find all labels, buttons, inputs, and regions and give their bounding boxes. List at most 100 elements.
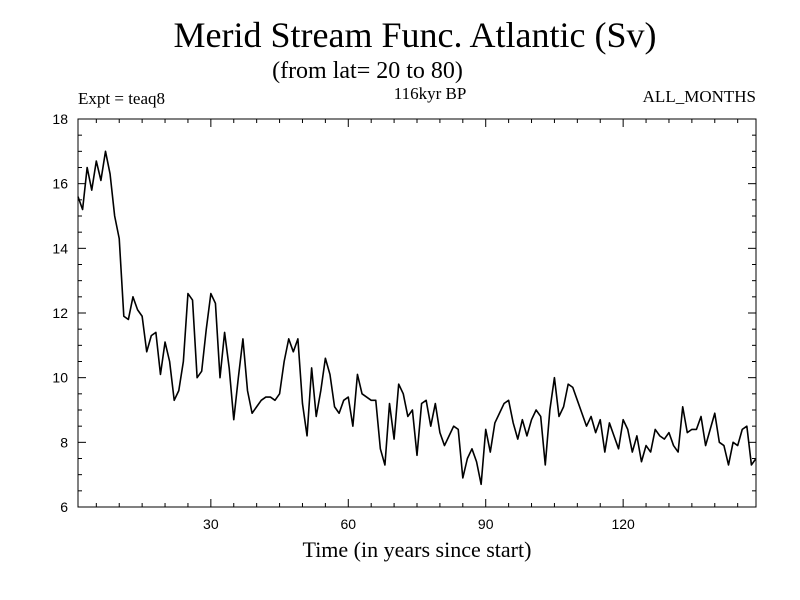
data-point (641, 461, 643, 463)
y-tick-label: 10 (52, 370, 68, 386)
data-point (425, 400, 427, 402)
data-point (485, 429, 487, 431)
data-point (338, 412, 340, 414)
data-point (279, 393, 281, 395)
data-point (169, 361, 171, 363)
data-point (315, 416, 317, 418)
data-point (311, 367, 313, 369)
data-point (508, 400, 510, 402)
data-point (215, 303, 217, 305)
data-point (77, 196, 79, 198)
data-point (609, 422, 611, 424)
data-point (453, 425, 455, 427)
y-tick-label: 16 (52, 176, 68, 192)
x-tick-label: 30 (203, 516, 219, 532)
axis-ticks (78, 118, 756, 508)
data-point (357, 374, 359, 376)
chart-title: Merid Stream Func. Atlantic (Sv) (173, 15, 657, 55)
data-point (723, 445, 725, 447)
data-point (535, 409, 537, 411)
data-point (352, 425, 354, 427)
series-line (77, 150, 757, 486)
axis-tick-labels: 6 8 10 12 14 16 18 30 60 90 120 (52, 111, 635, 532)
data-point (288, 338, 290, 340)
data-point (183, 361, 185, 363)
x-tick-label: 120 (611, 516, 635, 532)
data-point (632, 451, 634, 453)
data-point (457, 429, 459, 431)
data-point (393, 438, 395, 440)
data-point (696, 429, 698, 431)
data-point (599, 419, 601, 421)
data-point (732, 442, 734, 444)
data-point (219, 377, 221, 379)
data-point (686, 432, 688, 434)
data-point (306, 435, 308, 437)
y-tick-label: 12 (52, 305, 68, 321)
data-point (540, 416, 542, 418)
data-point (137, 309, 139, 311)
data-point (141, 315, 143, 317)
data-point (173, 400, 175, 402)
data-point (728, 464, 730, 466)
data-point (751, 464, 753, 466)
data-point (435, 403, 437, 405)
data-point (471, 448, 473, 450)
data-point (205, 328, 207, 330)
data-point (370, 400, 372, 402)
data-point (531, 419, 533, 421)
data-point (677, 451, 679, 453)
x-tick-label: 60 (340, 516, 356, 532)
data-point (480, 484, 482, 486)
data-point (329, 374, 331, 376)
data-point (654, 429, 656, 431)
y-tick-label: 8 (60, 434, 68, 450)
data-point (558, 416, 560, 418)
data-point (187, 293, 189, 295)
data-point (228, 367, 230, 369)
data-point (265, 396, 267, 398)
data-point (86, 167, 88, 169)
data-point (256, 406, 258, 408)
data-point (705, 445, 707, 447)
data-point (636, 435, 638, 437)
data-point (196, 377, 198, 379)
data-point (82, 209, 84, 211)
data-point (293, 351, 295, 353)
data-point (146, 351, 148, 353)
data-point (544, 464, 546, 466)
data-point (563, 406, 565, 408)
data-point (590, 416, 592, 418)
data-point (572, 387, 574, 389)
data-point (160, 374, 162, 376)
data-point (499, 412, 501, 414)
data-point (627, 429, 629, 431)
data-point (650, 451, 652, 453)
chart-subtitle: (from lat= 20 to 80) (272, 58, 463, 84)
data-point (389, 403, 391, 405)
data-point (549, 409, 551, 411)
data-point (251, 412, 253, 414)
data-point (123, 315, 125, 317)
data-point (448, 435, 450, 437)
data-point (224, 332, 226, 334)
period-label: 116kyr BP (393, 84, 467, 103)
data-point (512, 422, 514, 424)
data-point (247, 390, 249, 392)
data-point (618, 448, 620, 450)
data-point (412, 409, 414, 411)
data-point (128, 319, 130, 321)
months-label: ALL_MONTHS (642, 87, 756, 106)
data-point (347, 396, 349, 398)
data-point (366, 396, 368, 398)
data-point (361, 393, 363, 395)
data-point (151, 335, 153, 337)
data-point (407, 416, 409, 418)
data-point (210, 293, 212, 295)
data-point (700, 416, 702, 418)
data-point (155, 332, 157, 334)
data-point (659, 435, 661, 437)
data-point (242, 338, 244, 340)
data-point (567, 383, 569, 385)
data-point (384, 464, 386, 466)
